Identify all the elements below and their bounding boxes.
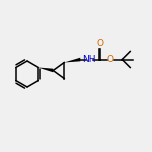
Text: NH: NH [83,55,96,64]
Polygon shape [38,67,53,72]
Polygon shape [64,58,80,62]
Text: O: O [97,40,104,48]
Text: O: O [107,55,114,64]
